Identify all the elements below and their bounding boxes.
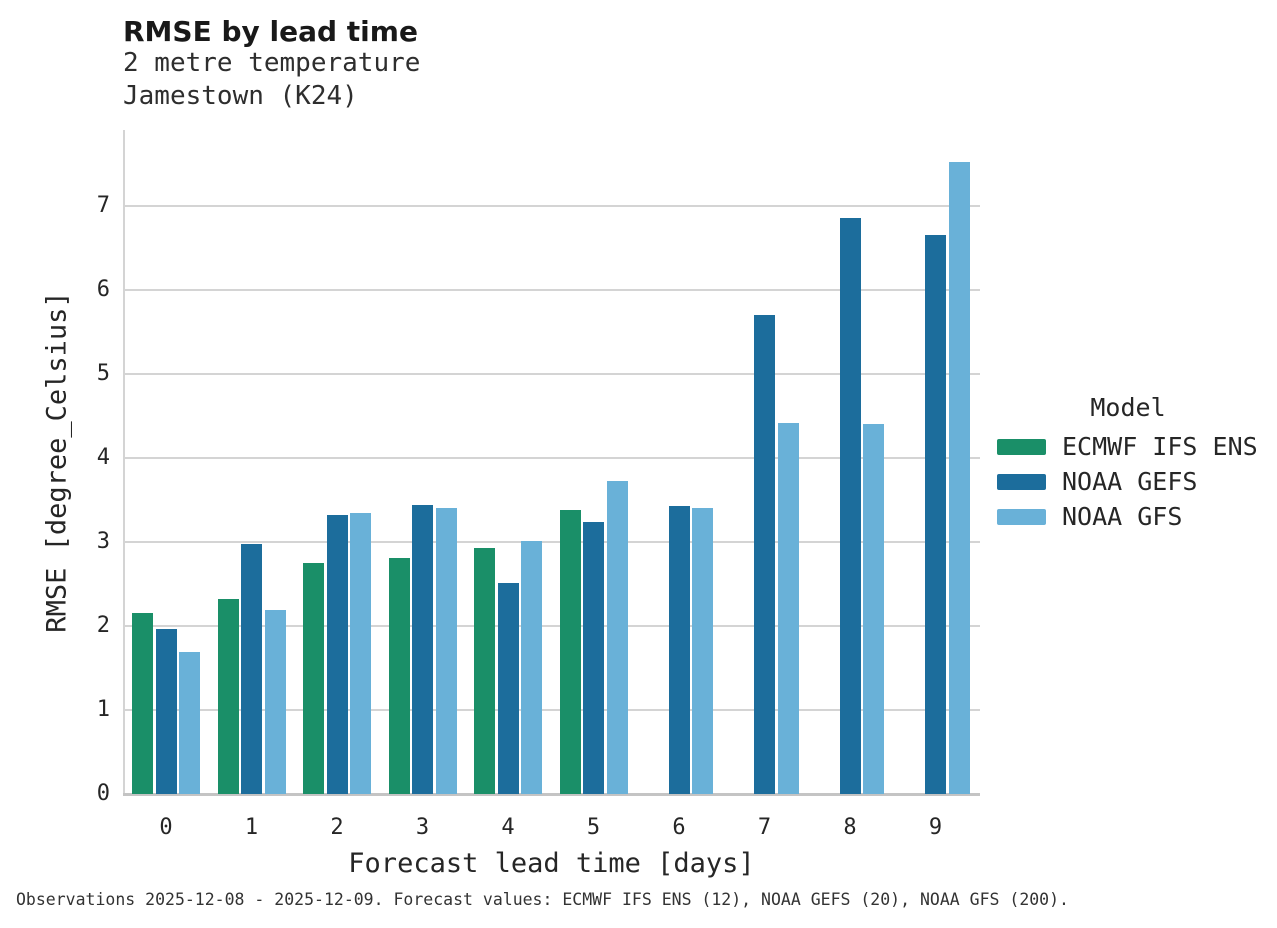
x-tick-label-8: 8 (843, 815, 857, 840)
bar-noaa-gefs-day-8 (839, 217, 861, 794)
caption: Observations 2025-12-08 - 2025-12-09. Fo… (16, 890, 1069, 909)
y-tick-label-2: 2 (96, 613, 110, 638)
legend-swatch-icon (997, 473, 1046, 490)
y-tick-label-7: 7 (96, 193, 110, 218)
bar-noaa-gfs-day-1 (264, 610, 286, 794)
legend-swatch-icon (997, 438, 1046, 455)
legend-entry-noaa-gfs: NOAA GFS (997, 499, 1259, 534)
bar-noaa-gefs-day-0 (155, 629, 177, 794)
plot-area (123, 130, 980, 796)
bar-noaa-gfs-day-7 (777, 422, 799, 794)
legend-entry-ecmwf-ifs-ens: ECMWF IFS ENS (997, 429, 1259, 464)
bar-noaa-gefs-day-2 (326, 515, 348, 794)
bar-noaa-gefs-day-6 (668, 505, 690, 794)
left-axis-spine (123, 130, 125, 794)
x-tick-label-6: 6 (672, 815, 686, 840)
x-axis-line (123, 793, 980, 796)
bar-ecmwf-ifs-ens-day-3 (388, 557, 410, 794)
x-tick-label-9: 9 (928, 815, 943, 840)
y-tick-label-0: 0 (96, 781, 110, 806)
y-tick-label-3: 3 (96, 529, 110, 554)
bar-noaa-gefs-day-7 (754, 315, 775, 794)
legend-entry-label: ECMWF IFS ENS (1062, 432, 1258, 461)
chart-subtitle-location: Jamestown (K24) (123, 81, 358, 111)
gridline-y-7 (123, 205, 980, 207)
bar-noaa-gefs-day-4 (497, 583, 519, 794)
x-tick-label-4: 4 (501, 815, 515, 840)
chart-title: RMSE by lead time (123, 15, 418, 48)
bar-noaa-gfs-day-4 (521, 541, 542, 794)
bar-noaa-gfs-day-5 (606, 480, 628, 794)
gridline-y-2 (123, 625, 980, 627)
x-axis-label: Forecast lead time [days] (348, 848, 755, 879)
x-tick-label-5: 5 (586, 815, 601, 840)
bar-noaa-gfs-day-2 (350, 513, 371, 794)
gridline-y-1 (123, 709, 980, 711)
chart-subtitle-variable: 2 metre temperature (123, 48, 421, 78)
bar-noaa-gfs-day-3 (435, 508, 457, 794)
bar-noaa-gfs-day-0 (179, 652, 200, 794)
legend-title: Model (1090, 393, 1166, 422)
gridline-y-6 (123, 289, 980, 291)
x-tick-label-0: 0 (159, 815, 173, 840)
legend-entry-label: NOAA GEFS (1062, 467, 1198, 496)
y-tick-label-1: 1 (96, 697, 110, 722)
bar-noaa-gfs-day-8 (863, 424, 884, 794)
x-tick-label-3: 3 (415, 815, 430, 840)
y-tick-label-6: 6 (96, 277, 110, 302)
y-tick-label-4: 4 (96, 445, 110, 470)
bar-noaa-gefs-day-1 (241, 543, 262, 794)
legend: Model ECMWF IFS ENS NOAA GEFS NOAA GFS (997, 395, 1259, 534)
legend-swatch-icon (997, 508, 1046, 525)
bar-ecmwf-ifs-ens-day-5 (559, 510, 581, 794)
gridline-y-4 (123, 457, 980, 459)
bar-noaa-gefs-day-5 (583, 521, 604, 794)
gridline-y-5 (123, 373, 980, 375)
x-tick-label-2: 2 (330, 815, 344, 840)
y-tick-label-5: 5 (96, 361, 110, 386)
bar-ecmwf-ifs-ens-day-0 (132, 613, 153, 794)
legend-items: ECMWF IFS ENS NOAA GEFS NOAA GFS (997, 429, 1259, 534)
bar-ecmwf-ifs-ens-day-4 (474, 547, 495, 794)
bar-noaa-gefs-day-3 (412, 505, 433, 794)
bar-ecmwf-ifs-ens-day-2 (303, 563, 324, 794)
x-tick-label-7: 7 (757, 815, 772, 840)
bar-ecmwf-ifs-ens-day-1 (217, 599, 239, 794)
x-tick-label-1: 1 (244, 815, 259, 840)
legend-entry-label: NOAA GFS (1062, 502, 1183, 531)
bar-noaa-gfs-day-9 (948, 162, 970, 794)
bar-noaa-gfs-day-6 (692, 507, 713, 794)
bar-noaa-gefs-day-9 (925, 235, 946, 794)
gridline-y-3 (123, 541, 980, 543)
legend-entry-noaa-gefs: NOAA GEFS (997, 464, 1259, 499)
